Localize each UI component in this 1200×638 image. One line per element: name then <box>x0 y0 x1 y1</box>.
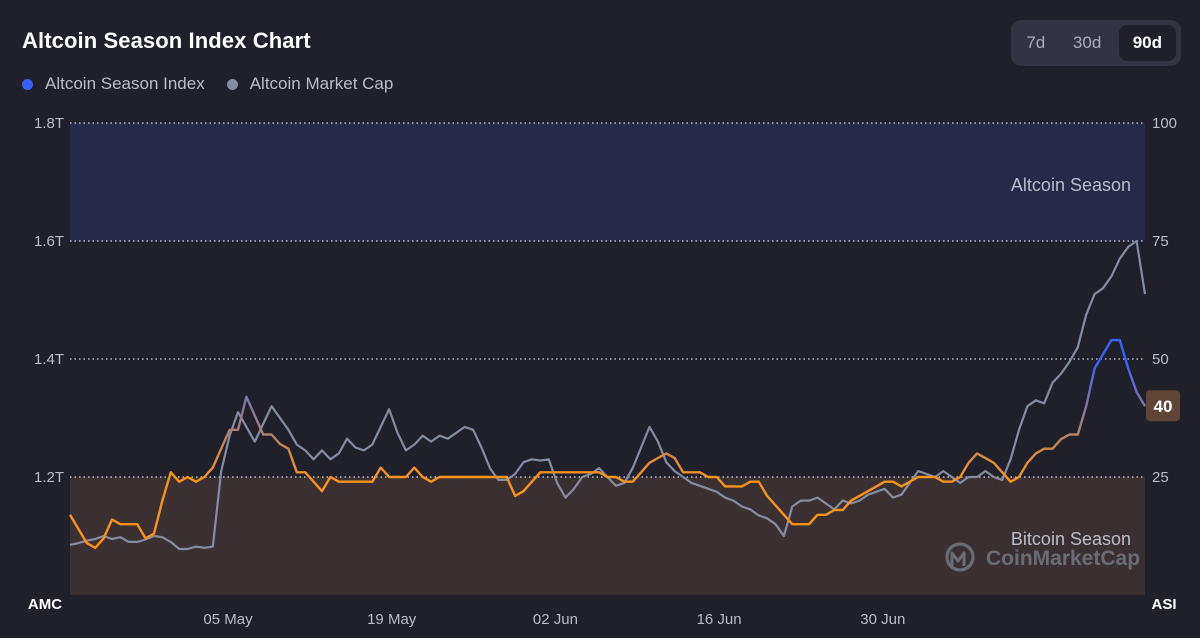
bitcoin-season-zone <box>70 477 1145 595</box>
coinmarketcap-watermark: CoinMarketCap <box>945 542 1140 572</box>
gridlines <box>70 122 1145 478</box>
right-tick-label: 25 <box>1152 469 1169 486</box>
range-90d-button[interactable]: 90d <box>1118 25 1176 61</box>
chart-title: Altcoin Season Index Chart <box>22 28 311 53</box>
coinmarketcap-logo-icon <box>945 542 975 572</box>
legend-item-altcoin-market-cap[interactable]: Altcoin Market Cap <box>226 74 394 94</box>
chart-legend: Altcoin Season Index Altcoin Market Cap <box>22 74 393 94</box>
legend-label: Altcoin Season Index <box>45 74 205 93</box>
bitcoin-season-label: Bitcoin Season <box>1011 529 1131 549</box>
range-selector: 7d 30d 90d <box>1011 20 1181 66</box>
left-tick-label: 1.4T <box>34 351 64 368</box>
right-tick-label: 100 <box>1152 115 1177 132</box>
left-axis-label: AMC <box>28 596 62 613</box>
range-30d-button[interactable]: 30d <box>1072 33 1102 52</box>
legend-dot-icon <box>226 78 238 90</box>
legend-item-altcoin-season-index[interactable]: Altcoin Season Index <box>22 74 205 94</box>
altcoin-season-zone <box>70 123 1145 241</box>
right-tick-label: 50 <box>1152 351 1169 368</box>
x-tick-label: 02 Jun <box>533 611 578 628</box>
altcoin-season-index-line <box>68 338 1147 549</box>
x-tick-label: 16 Jun <box>697 611 742 628</box>
right-axis-label: ASI <box>1151 596 1176 613</box>
left-tick-label: 1.8T <box>34 115 64 132</box>
current-value: 40 <box>1154 397 1173 416</box>
legend-dot-icon <box>22 78 33 90</box>
current-value-badge: 40 <box>1146 390 1180 422</box>
x-tick-label: 05 May <box>203 611 253 628</box>
watermark-text: CoinMarketCap <box>986 547 1140 570</box>
right-tick-label: 75 <box>1152 233 1169 250</box>
x-tick-label: 30 Jun <box>860 611 905 628</box>
left-tick-label: 1.6T <box>34 233 64 250</box>
range-7d-button[interactable]: 7d <box>1026 33 1046 52</box>
x-tick-label: 19 May <box>367 611 417 628</box>
altcoin-season-label: Altcoin Season <box>1011 175 1131 195</box>
legend-label: Altcoin Market Cap <box>249 74 394 93</box>
left-tick-label: 1.2T <box>34 469 64 486</box>
